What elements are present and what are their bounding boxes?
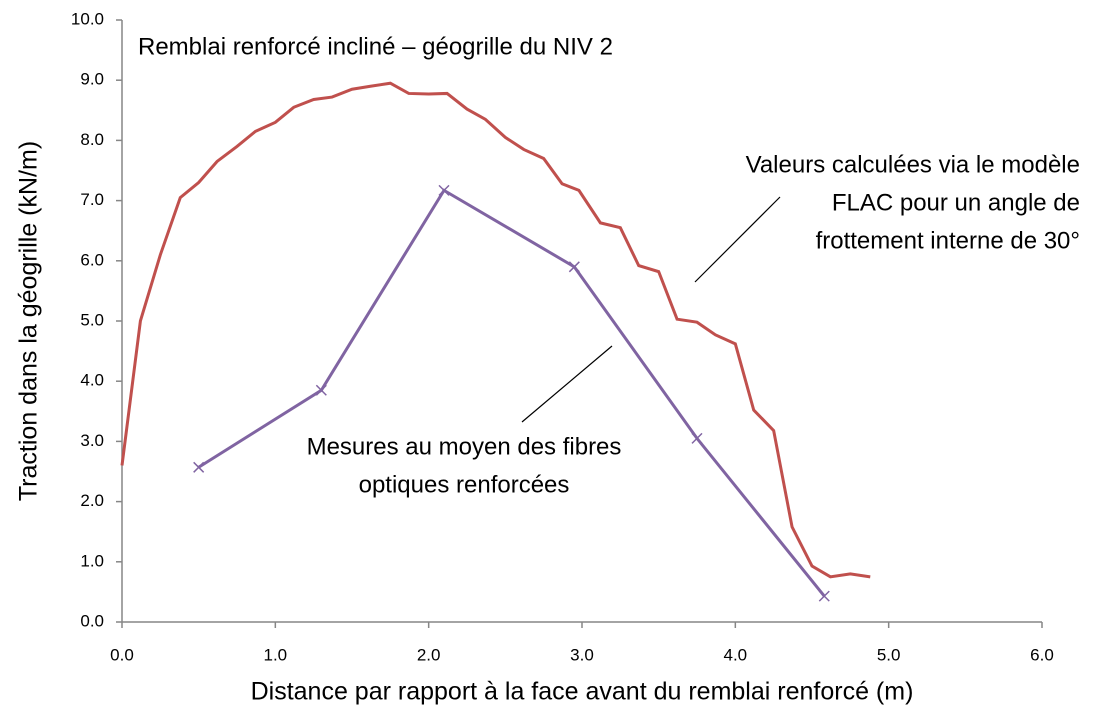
y-tick-label: 10.0: [71, 9, 104, 28]
x-tick-label: 6.0: [1030, 645, 1054, 664]
y-axis-label: Traction dans la géogrille (kN/m): [15, 141, 43, 501]
annotation: Valeurs calculées via le modèle: [746, 151, 1080, 178]
y-tick-label: 6.0: [80, 250, 104, 269]
y-tick-label: 5.0: [80, 310, 104, 329]
leader-line: [694, 196, 781, 283]
y-tick-label: 4.0: [80, 371, 104, 390]
point-marker: [691, 432, 703, 444]
y-tick-label: 7.0: [80, 190, 104, 209]
y-tick-label: 3.0: [80, 431, 104, 450]
leader-line: [521, 345, 613, 423]
x-tick-label: 5.0: [877, 645, 901, 664]
x-axis-label: Distance par rapport à la face avant du …: [251, 678, 914, 706]
series-line: [120, 81, 871, 579]
x-tick-label: 3.0: [570, 645, 594, 664]
x-tick-label: 4.0: [724, 645, 748, 664]
y-tick-label: 0.0: [80, 611, 104, 630]
annotation: Mesures au moyen des fibres: [307, 433, 622, 460]
y-tick-label: 2.0: [80, 491, 104, 510]
chart-title: Remblai renforcé incliné – géogrille du …: [138, 33, 613, 60]
annotation: FLAC pour un angle de: [832, 189, 1080, 216]
x-tick-label: 1.0: [264, 645, 288, 664]
y-tick-label: 9.0: [80, 70, 104, 89]
series-line: [197, 188, 826, 598]
annotation: frottement interne de 30°: [816, 227, 1080, 254]
point-marker: [438, 184, 450, 196]
x-tick-label: 0.0: [110, 645, 134, 664]
annotation: optiques renforcées: [359, 471, 570, 498]
y-tick-label: 8.0: [80, 130, 104, 149]
point-marker: [568, 261, 580, 273]
point-marker: [315, 384, 327, 396]
x-tick-label: 2.0: [417, 645, 441, 664]
point-marker: [818, 590, 830, 602]
y-tick-label: 1.0: [80, 551, 104, 570]
point-marker: [193, 461, 205, 473]
